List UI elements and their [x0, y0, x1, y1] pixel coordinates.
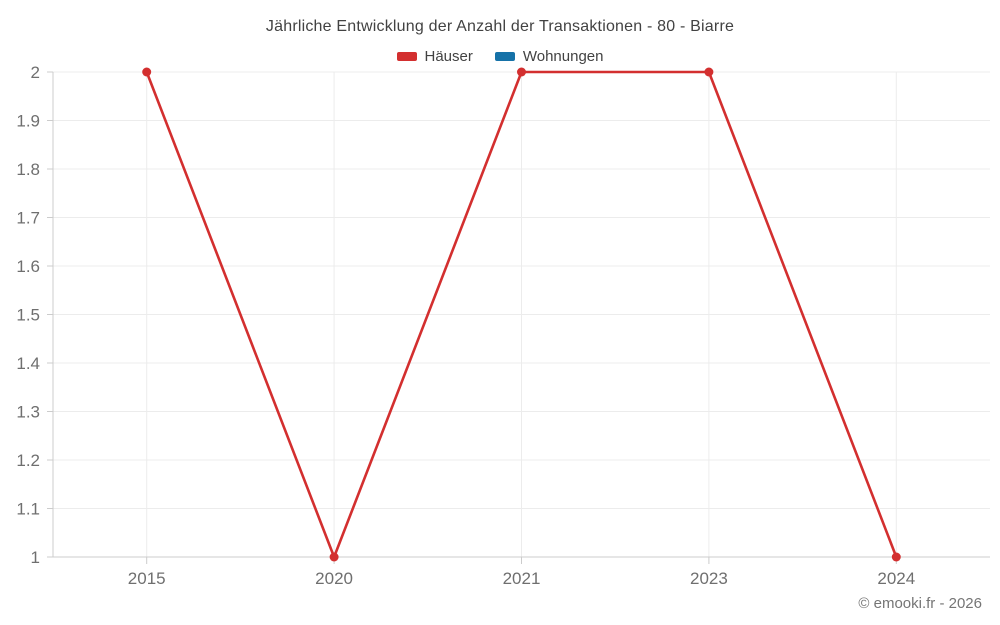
y-tick-label: 2: [31, 63, 40, 82]
data-point-häuser-2020[interactable]: [329, 552, 339, 562]
legend-label-wohnungen: Wohnungen: [522, 47, 604, 65]
y-tick-label: 1.6: [16, 257, 40, 276]
y-tick-label: 1.7: [16, 208, 40, 227]
data-point-häuser-2021[interactable]: [517, 67, 526, 77]
x-tick-label: 2020: [315, 569, 353, 588]
legend-swatch-haeuser-icon: [396, 51, 417, 61]
x-tick-label: 2024: [877, 569, 915, 588]
copyright-text: © emooki.fr - 2026: [858, 595, 982, 612]
x-tick-label: 2015: [128, 569, 166, 588]
legend-label-haeuser: Häuser: [424, 47, 473, 65]
y-tick-label: 1: [31, 548, 40, 567]
legend: Häuser Wohnungen: [0, 46, 1000, 66]
legend-item-haeuser[interactable]: Häuser: [396, 47, 473, 65]
data-point-häuser-2024[interactable]: [891, 552, 901, 562]
chart-title: Jährliche Entwicklung der Anzahl der Tra…: [265, 18, 735, 35]
legend-item-wohnungen[interactable]: Wohnungen: [494, 47, 604, 65]
x-tick-label: 2021: [503, 569, 541, 588]
y-tick-label: 1.5: [16, 305, 40, 324]
y-tick-label: 1.9: [16, 111, 40, 130]
legend-swatch-wohnungen-icon: [494, 51, 515, 61]
y-tick-label: 1.3: [16, 402, 40, 421]
y-tick-label: 1.1: [16, 499, 40, 518]
data-point-häuser-2015[interactable]: [142, 67, 152, 77]
y-tick-label: 1.2: [16, 451, 40, 470]
x-tick-label: 2023: [690, 569, 728, 588]
y-tick-label: 1.4: [16, 354, 40, 373]
y-tick-label: 1.8: [16, 160, 40, 179]
data-point-häuser-2023[interactable]: [704, 67, 714, 77]
